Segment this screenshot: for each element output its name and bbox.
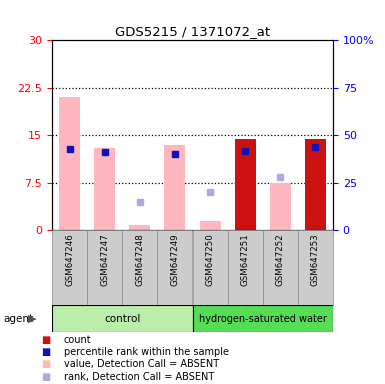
Bar	[122, 230, 157, 305]
Bar	[129, 225, 150, 230]
Text: count: count	[64, 335, 91, 345]
Text: hydrogen-saturated water: hydrogen-saturated water	[199, 314, 327, 324]
Bar	[305, 139, 326, 230]
Bar	[228, 230, 263, 305]
Text: value, Detection Call = ABSENT: value, Detection Call = ABSENT	[64, 359, 219, 369]
Bar	[235, 139, 256, 230]
Text: GSM647251: GSM647251	[241, 233, 250, 286]
Text: ■: ■	[42, 347, 51, 357]
Bar	[157, 230, 192, 305]
Text: ■: ■	[42, 359, 51, 369]
Bar	[164, 145, 186, 230]
Text: GSM647252: GSM647252	[276, 233, 285, 286]
Text: percentile rank within the sample: percentile rank within the sample	[64, 347, 229, 357]
Bar	[263, 230, 298, 305]
Text: GSM647246: GSM647246	[65, 233, 74, 286]
Text: agent: agent	[4, 314, 34, 324]
Text: ▶: ▶	[28, 314, 36, 324]
Bar	[87, 230, 122, 305]
Bar	[52, 305, 192, 332]
Text: control: control	[104, 314, 141, 324]
Text: GSM647247: GSM647247	[100, 233, 109, 286]
Bar	[192, 230, 228, 305]
Bar	[52, 230, 87, 305]
Bar	[270, 183, 291, 230]
Bar	[94, 148, 115, 230]
Text: ■: ■	[42, 372, 51, 382]
Text: GSM647248: GSM647248	[135, 233, 144, 286]
Text: GSM647250: GSM647250	[206, 233, 214, 286]
Title: GDS5215 / 1371072_at: GDS5215 / 1371072_at	[115, 25, 270, 38]
Bar	[199, 221, 221, 230]
Text: rank, Detection Call = ABSENT: rank, Detection Call = ABSENT	[64, 372, 214, 382]
Bar	[298, 230, 333, 305]
Text: GSM647253: GSM647253	[311, 233, 320, 286]
Bar	[59, 98, 80, 230]
Text: ■: ■	[42, 335, 51, 345]
Bar	[192, 305, 333, 332]
Bar	[305, 139, 326, 230]
Bar	[235, 139, 256, 230]
Text: GSM647249: GSM647249	[171, 233, 179, 286]
